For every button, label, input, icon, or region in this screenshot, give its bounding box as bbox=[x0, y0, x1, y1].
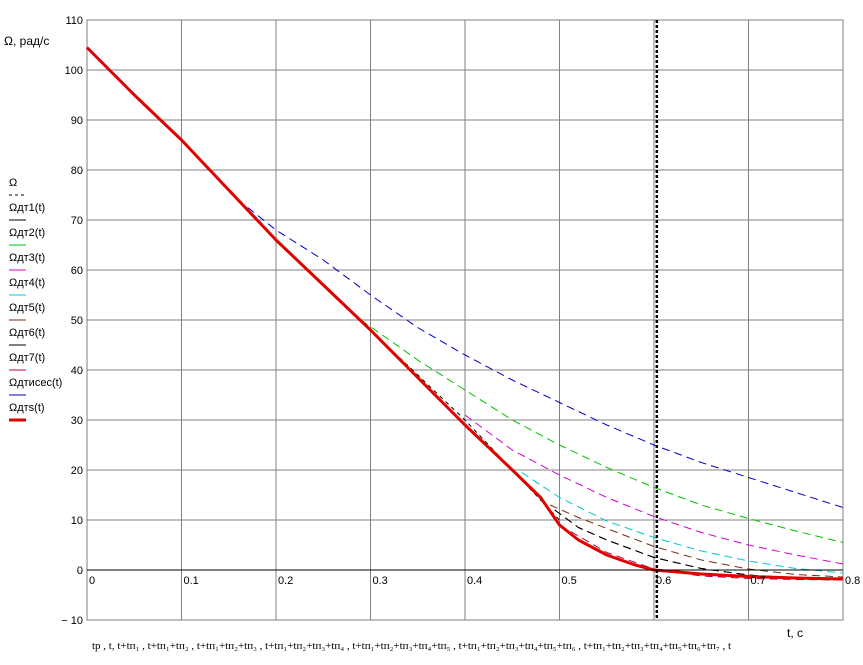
y-tick-label: 80 bbox=[71, 165, 83, 177]
x-tick-label: 0.4 bbox=[467, 575, 482, 587]
y-tick-label: 20 bbox=[71, 465, 83, 477]
x-expression-label: tp , t, t+tп₁ , t+tп₁+tп₂ , t+tп₁+tп₂+tп… bbox=[92, 640, 732, 652]
legend-label-7: Ωдт6(t) bbox=[9, 327, 45, 339]
grid bbox=[86, 19, 844, 621]
legend-label-4: Ωдт3(t) bbox=[9, 252, 45, 264]
y-axis-label: Ω, рад/с bbox=[4, 34, 49, 48]
x-tick-label: 0.6 bbox=[656, 575, 671, 587]
y-tick-label: 30 bbox=[71, 415, 83, 427]
series-line-4 bbox=[464, 414, 844, 565]
x-tick-label: 0.1 bbox=[184, 575, 199, 587]
y-tick-label: 0 bbox=[77, 565, 83, 577]
legend-label-8: Ωдт7(t) bbox=[9, 352, 45, 364]
legend-label-9: Ωдтисес(t) bbox=[9, 377, 62, 389]
x-tick-label: 0 bbox=[89, 575, 95, 587]
legend: Ω Ωдт1(t) Ωдт2(t) Ωдт3(t) Ωдт4(t) Ωдт5(t) Ωдт6… bbox=[9, 177, 62, 422]
y-tick-label: 10 bbox=[71, 515, 83, 527]
series-line-3 bbox=[360, 319, 844, 543]
x-tick-label: 0.8 bbox=[845, 575, 860, 587]
y-tick-label: 90 bbox=[71, 115, 83, 127]
y-tick-label: − 10 bbox=[61, 615, 83, 627]
x-tick-label: 0.5 bbox=[562, 575, 577, 587]
y-tick-label: 100 bbox=[65, 65, 83, 77]
series-line-10 bbox=[85, 46, 844, 581]
x-axis-label: t, c bbox=[787, 626, 803, 640]
legend-label-2: Ωдт1(t) bbox=[9, 202, 45, 214]
axes: 0 0.1 0.2 0.3 0.4 0.5 0.6 0.7 0.8 − 10 0 10 20 30 40 50… bbox=[61, 15, 860, 627]
legend-label-5: Ωдт4(t) bbox=[9, 277, 45, 289]
y-tick-label: 60 bbox=[71, 265, 83, 277]
legend-label-6: Ωдт5(t) bbox=[9, 302, 45, 314]
series-line-6 bbox=[549, 504, 844, 578]
y-tick-label: 50 bbox=[71, 315, 83, 327]
series-lines bbox=[85, 46, 844, 581]
x-tick-label: 0.7 bbox=[751, 575, 766, 587]
series-line-9 bbox=[247, 207, 844, 508]
series-line-1 bbox=[86, 47, 560, 521]
y-tick-label: 110 bbox=[65, 15, 83, 27]
series-line-5 bbox=[521, 472, 844, 574]
legend-label-3: Ωдт2(t) bbox=[9, 227, 45, 239]
x-tick-label: 0.3 bbox=[373, 575, 388, 587]
y-tick-label: 40 bbox=[71, 365, 83, 377]
y-tick-label: 70 bbox=[71, 215, 83, 227]
legend-label-10: Ωдтs(t) bbox=[9, 402, 45, 414]
x-tick-label: 0.2 bbox=[278, 575, 293, 587]
legend-label-1: Ω bbox=[9, 177, 17, 189]
series-line-7 bbox=[554, 509, 844, 580]
